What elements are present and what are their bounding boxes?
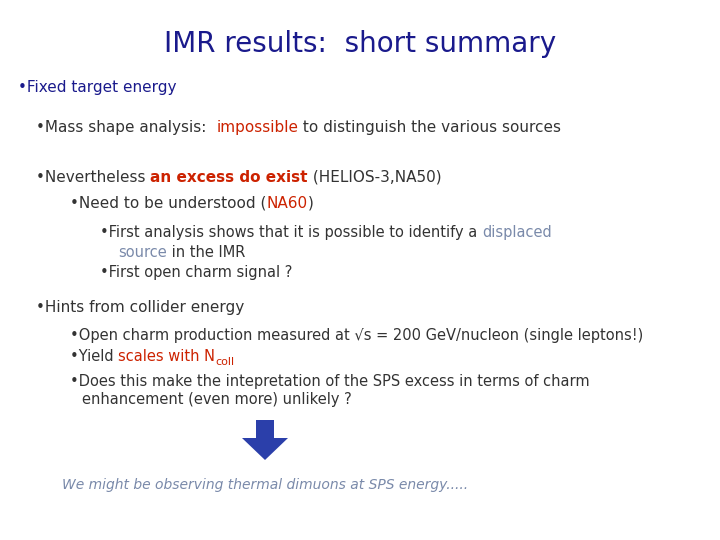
Text: •First open charm signal ?: •First open charm signal ? bbox=[100, 265, 292, 280]
Text: •Nevertheless: •Nevertheless bbox=[36, 170, 150, 185]
Text: source: source bbox=[118, 245, 167, 260]
Text: •Need to be understood (: •Need to be understood ( bbox=[70, 196, 266, 211]
Text: •Fixed target energy: •Fixed target energy bbox=[18, 80, 176, 95]
Text: enhancement (even more) unlikely ?: enhancement (even more) unlikely ? bbox=[82, 392, 352, 407]
Text: •Hints from collider energy: •Hints from collider energy bbox=[36, 300, 244, 315]
FancyArrow shape bbox=[242, 420, 288, 460]
Text: •First analysis shows that it is possible to identify a: •First analysis shows that it is possibl… bbox=[100, 225, 482, 240]
Text: NA60: NA60 bbox=[266, 196, 307, 211]
Text: scales with N: scales with N bbox=[118, 349, 215, 364]
Text: We might be observing thermal dimuons at SPS energy.....: We might be observing thermal dimuons at… bbox=[62, 478, 468, 492]
Text: •Does this make the intepretation of the SPS excess in terms of charm: •Does this make the intepretation of the… bbox=[70, 374, 590, 389]
Text: in the IMR: in the IMR bbox=[167, 245, 245, 260]
Text: an excess do exist: an excess do exist bbox=[150, 170, 308, 185]
Text: impossible: impossible bbox=[216, 120, 298, 135]
Text: •Mass shape analysis:: •Mass shape analysis: bbox=[36, 120, 216, 135]
Text: ): ) bbox=[307, 196, 313, 211]
Text: IMR results:  short summary: IMR results: short summary bbox=[164, 30, 556, 58]
Text: coll: coll bbox=[215, 357, 235, 367]
Text: (HELIOS-3,NA50): (HELIOS-3,NA50) bbox=[308, 170, 441, 185]
Text: displaced: displaced bbox=[482, 225, 552, 240]
Text: to distinguish the various sources: to distinguish the various sources bbox=[298, 120, 561, 135]
Text: •Yield: •Yield bbox=[70, 349, 118, 364]
Text: •Open charm production measured at √s = 200 GeV/nucleon (single leptons!): •Open charm production measured at √s = … bbox=[70, 328, 643, 343]
